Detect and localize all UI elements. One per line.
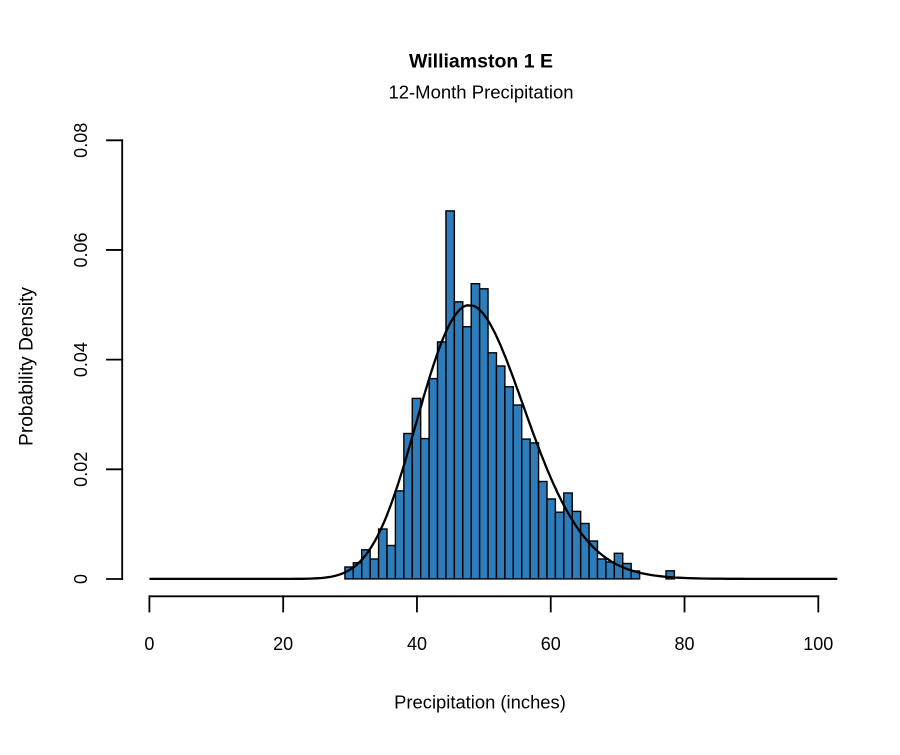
svg-text:Probability Density: Probability Density bbox=[17, 287, 38, 446]
svg-text:0.06: 0.06 bbox=[71, 232, 91, 267]
svg-text:80: 80 bbox=[675, 634, 695, 654]
svg-text:40: 40 bbox=[407, 634, 427, 654]
svg-text:100: 100 bbox=[803, 634, 833, 654]
svg-text:20: 20 bbox=[273, 634, 293, 654]
svg-text:Precipitation (inches): Precipitation (inches) bbox=[394, 692, 566, 713]
svg-text:0: 0 bbox=[144, 634, 154, 654]
svg-text:0.02: 0.02 bbox=[71, 452, 91, 487]
svg-text:0.08: 0.08 bbox=[71, 123, 91, 158]
svg-text:0: 0 bbox=[71, 574, 91, 584]
svg-text:60: 60 bbox=[541, 634, 561, 654]
svg-text:Williamston 1 E: Williamston 1 E bbox=[409, 51, 553, 73]
svg-text:12-Month Precipitation: 12-Month Precipitation bbox=[388, 82, 573, 103]
svg-text:0.04: 0.04 bbox=[71, 342, 91, 377]
